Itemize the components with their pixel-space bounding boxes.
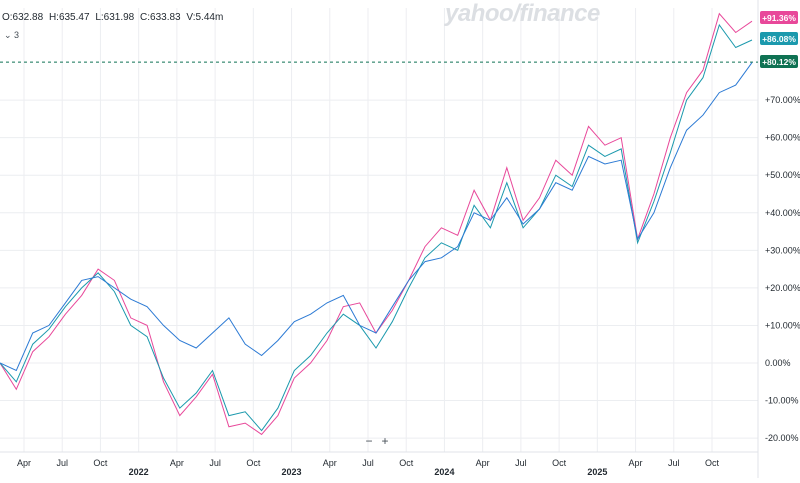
y-tick-label: +30.00% [765, 245, 800, 255]
series-end-label: +91.36% [762, 13, 796, 23]
zoom-control: − + [362, 434, 392, 448]
y-tick-label: -20.00% [765, 433, 799, 443]
x-tick-label: Apr [629, 458, 643, 468]
x-tick-label: Oct [399, 458, 414, 468]
x-tick-label: 2023 [282, 467, 302, 477]
series-line [0, 23, 753, 432]
y-tick-label: -10.00% [765, 396, 799, 406]
x-tick-label: Apr [170, 458, 184, 468]
high-value: H:635.47 [48, 12, 90, 23]
volume-value: V:5.44m [186, 12, 224, 23]
x-tick-label: Oct [705, 458, 720, 468]
y-tick-label: +60.00% [765, 133, 800, 143]
x-tick-label: Apr [323, 458, 337, 468]
series-end-badge [760, 11, 798, 24]
series-line [0, 62, 753, 372]
x-tick-label: 2022 [129, 467, 149, 477]
x-tick-label: Jul [515, 458, 527, 468]
series-end-label: +86.08% [762, 34, 796, 44]
x-tick-label: Jul [209, 458, 221, 468]
series-line [0, 12, 753, 436]
close-value: C:633.83 [140, 12, 181, 23]
x-tick-label: Oct [246, 458, 261, 468]
x-tick-label: 2024 [434, 467, 454, 477]
y-tick-label: +40.00% [765, 208, 800, 218]
series-end-badge [760, 55, 798, 68]
series-end-badge [760, 32, 798, 45]
zoom-in-button[interactable]: + [381, 434, 389, 448]
ohlc-readout: O:632.88 H:635.47 L:631.98 C:633.83 V:5.… [2, 12, 226, 23]
y-tick-label: +70.00% [765, 95, 800, 105]
yahoo-finance-watermark: yahoo/finance [445, 0, 600, 27]
x-tick-label: Oct [93, 458, 108, 468]
compare-toggle[interactable]: ⌄ 3 [4, 30, 20, 40]
x-tick-label: Oct [552, 458, 567, 468]
y-tick-label: +10.00% [765, 320, 800, 330]
x-tick-label: Jul [56, 458, 68, 468]
y-tick-label: 0.00% [765, 358, 791, 368]
x-tick-label: Jul [362, 458, 374, 468]
y-tick-label: +50.00% [765, 170, 800, 180]
series-end-label: +80.12% [762, 57, 796, 67]
low-value: L:631.98 [95, 12, 135, 23]
x-tick-label: Apr [476, 458, 490, 468]
y-tick-label: +20.00% [765, 283, 800, 293]
open-value: O:632.88 [2, 12, 44, 23]
x-tick-label: 2025 [587, 467, 607, 477]
x-tick-label: Jul [668, 458, 680, 468]
x-tick-label: Apr [17, 458, 31, 468]
zoom-out-button[interactable]: − [365, 434, 373, 448]
